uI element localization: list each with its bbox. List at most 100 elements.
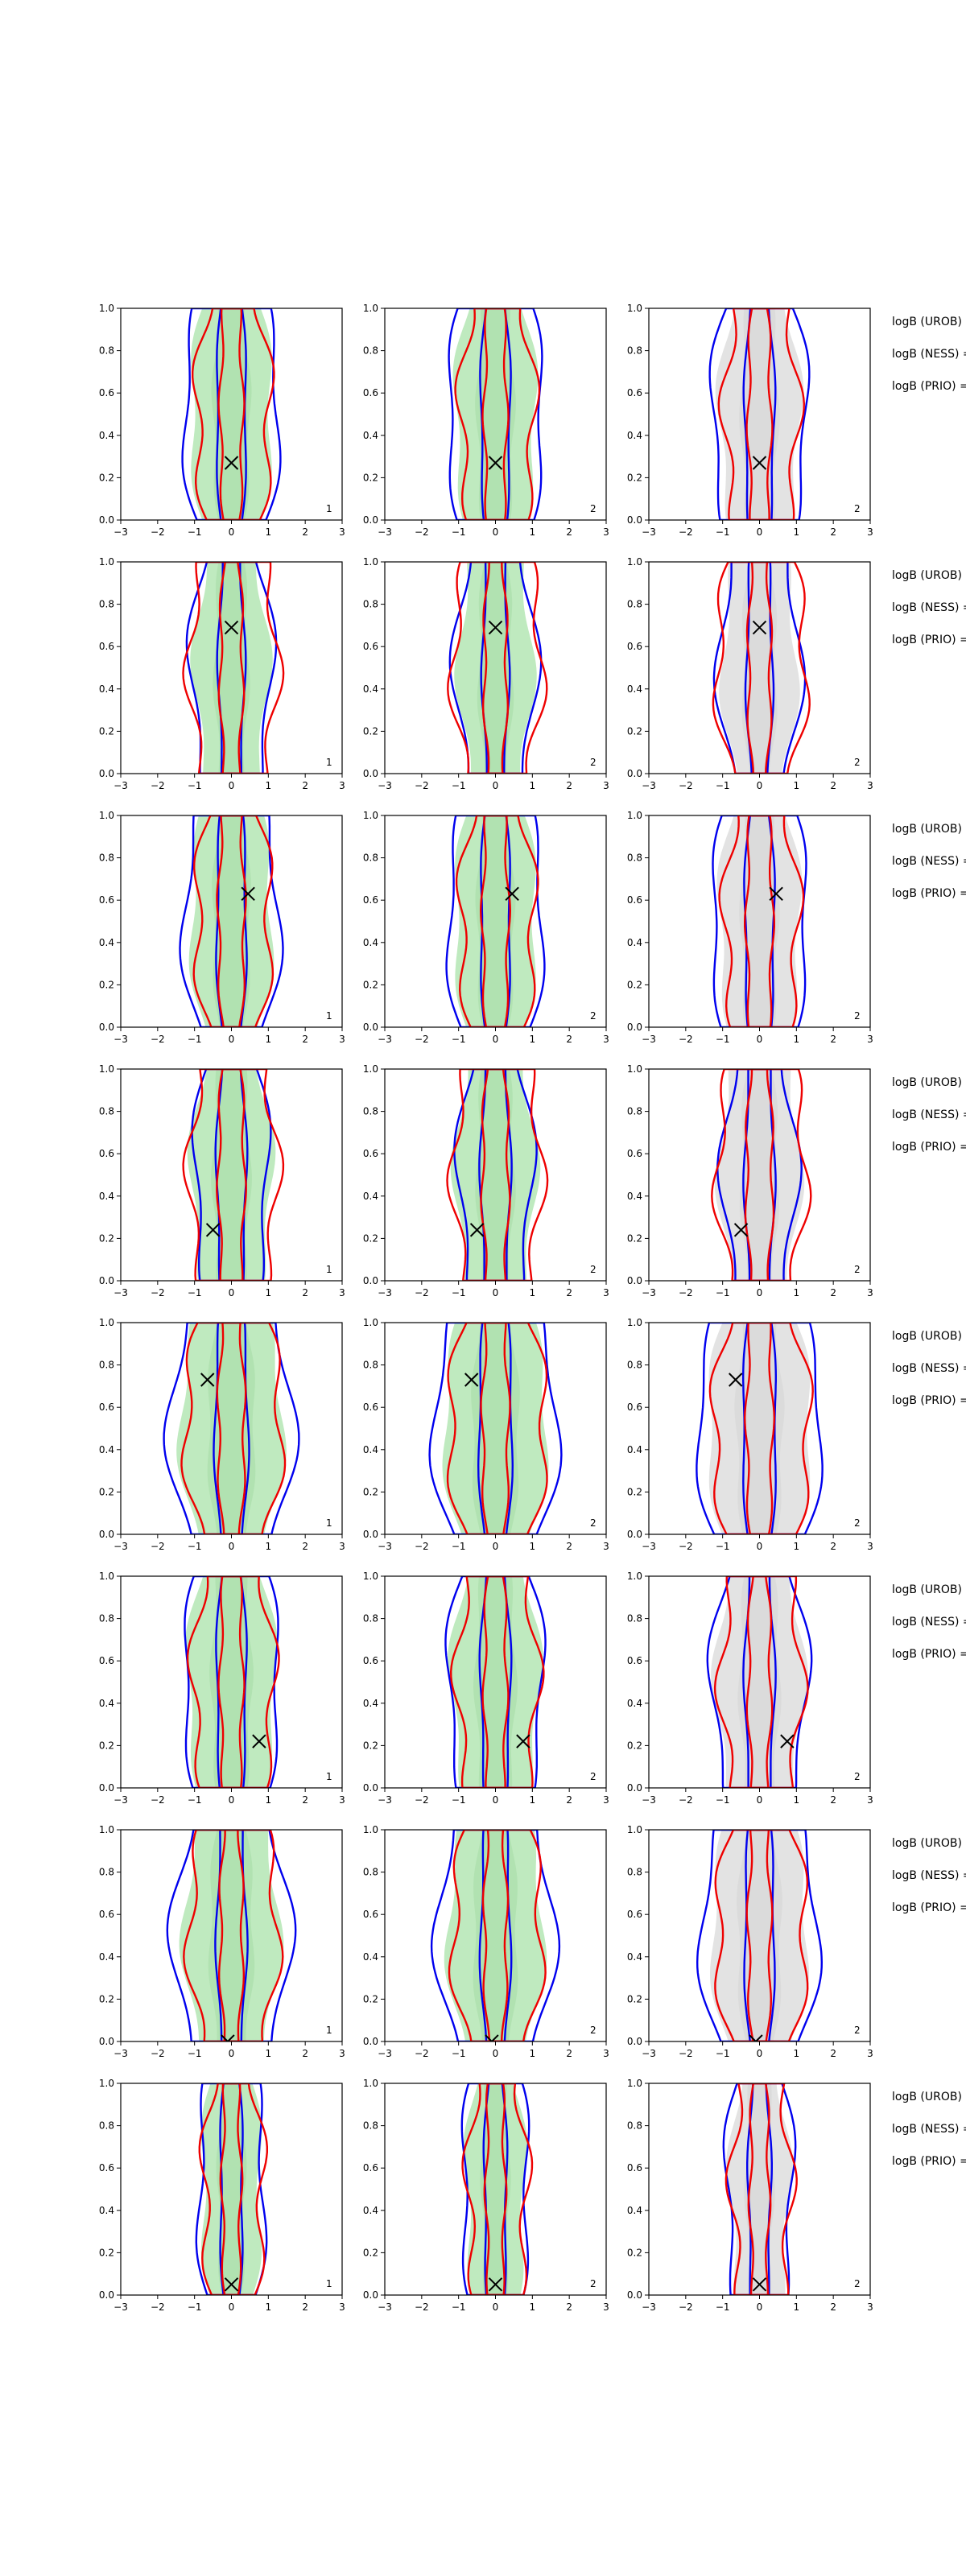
panel-plot-area [166, 1830, 297, 2041]
row-legend-label: logB (NESS) = [892, 1108, 966, 1121]
blue-contour-outer [195, 2083, 268, 2295]
blue-contour-outer [708, 308, 811, 520]
panel-plot-area [195, 2083, 268, 2295]
panel-corner-label: 1 [326, 1010, 332, 1022]
row-legend-label: logB (NESS) = [892, 1869, 966, 1882]
blue-contour-inner [215, 815, 248, 1027]
y-tick-label: 0.6 [99, 894, 114, 906]
y-tick-label: 1.0 [99, 556, 114, 568]
panel-r1-c2: −3 −2 −1 0 1 2 3 0.0 0.2 0.4 0.6 0.8 1.0 2 [363, 303, 609, 538]
row-legend-label: logB (UROB) = [892, 1076, 966, 1089]
blue-contour-outer [444, 1576, 547, 1788]
y-tick-label: 0.4 [363, 937, 378, 948]
row-legend-label: logB (PRIO) = [892, 380, 966, 393]
x-tick-label: −3 [378, 526, 392, 538]
red-contour-inner [219, 2083, 244, 2295]
x-tick-label: −1 [716, 2048, 730, 2059]
x-tick-label: 0 [493, 526, 499, 538]
panel-r5-c2: −3 −2 −1 0 1 2 3 0.0 0.2 0.4 0.6 0.8 1.0 2 [363, 1317, 609, 1552]
panel-plot-area [163, 1323, 300, 1534]
x-tick-label: −3 [642, 1034, 656, 1045]
y-tick-label: 0.0 [627, 768, 642, 779]
x-tick-label: 2 [302, 2301, 308, 2313]
red-contour-inner [481, 1830, 510, 2041]
x-tick-label: −3 [114, 2048, 128, 2059]
red-contour-inner [744, 1069, 775, 1281]
blue-contour-inner [219, 2083, 244, 2295]
x-tick-label: 1 [266, 1541, 272, 1552]
true-value-marker [752, 456, 767, 470]
x-tick-label: −3 [114, 2301, 128, 2313]
y-tick-label: 0.6 [99, 1148, 114, 1159]
x-tick-label: −3 [114, 1034, 128, 1045]
panel-corner-label: 1 [326, 1771, 332, 1782]
red-contour-outer [192, 308, 275, 520]
row-legend-label: logB (UROB) = [892, 2091, 966, 2103]
x-tick-label: −3 [114, 1794, 128, 1806]
panel-plot-area [460, 2083, 534, 2295]
x-tick-label: 3 [867, 1287, 873, 1298]
y-tick-label: 0.2 [627, 1993, 642, 2004]
x-tick-label: 2 [830, 1541, 836, 1552]
x-tick-label: 1 [266, 2301, 272, 2313]
panel-r8-c3: −3 −2 −1 0 1 2 3 0.0 0.2 0.4 0.6 0.8 1.0 2 [627, 2078, 873, 2313]
panel-r4-c1: −3 −2 −1 0 1 2 3 0.0 0.2 0.4 0.6 0.8 1.0 1 [99, 1063, 345, 1298]
true-value-marker [464, 1373, 479, 1387]
x-tick-label: 0 [229, 780, 235, 791]
panel-r3-c3: −3 −2 −1 0 1 2 3 0.0 0.2 0.4 0.6 0.8 1.0 2 [627, 810, 873, 1045]
red-contour-outer [718, 815, 805, 1027]
x-tick-label: −3 [642, 2048, 656, 2059]
y-tick-label: 0.8 [363, 1360, 378, 1371]
x-tick-label: 0 [757, 780, 763, 791]
y-tick-label: 0.4 [363, 1951, 378, 1963]
x-tick-label: −3 [114, 1287, 128, 1298]
x-tick-label: −1 [452, 526, 466, 538]
red-contour-outer [446, 1323, 548, 1534]
red-contour-outer [180, 1323, 287, 1534]
x-tick-label: 3 [339, 2048, 345, 2059]
red-contour-outer [711, 1069, 812, 1281]
y-tick-label: 0.4 [627, 683, 642, 695]
y-tick-label: 0.8 [627, 599, 642, 610]
row-legend-label: logB (NESS) = [892, 2123, 966, 2136]
blue-contour-outer [453, 1069, 538, 1281]
x-tick-label: 2 [566, 1794, 572, 1806]
y-tick-label: 0.2 [99, 1486, 114, 1497]
panel-corner-label: 1 [326, 1517, 332, 1529]
y-tick-label: 0.0 [363, 2036, 378, 2047]
y-tick-label: 0.6 [363, 387, 378, 398]
y-tick-label: 0.2 [363, 472, 378, 483]
y-tick-label: 0.0 [99, 2036, 114, 2047]
y-tick-label: 0.2 [363, 1740, 378, 1751]
x-tick-label: 1 [794, 1541, 800, 1552]
y-tick-label: 0.6 [627, 1402, 642, 1413]
x-tick-label: 1 [530, 2048, 536, 2059]
panel-plot-area [706, 1576, 813, 1788]
x-tick-label: 1 [266, 526, 272, 538]
blue-contour-inner [744, 562, 775, 774]
panel-corner-label: 2 [590, 2278, 597, 2289]
x-tick-label: 0 [757, 1794, 763, 1806]
y-tick-label: 0.8 [363, 1106, 378, 1117]
y-tick-label: 0.6 [363, 1148, 378, 1159]
y-tick-label: 0.2 [363, 2247, 378, 2258]
density-fill-inner [741, 562, 778, 774]
x-tick-label: −2 [679, 1794, 693, 1806]
y-tick-label: 0.2 [627, 725, 642, 737]
row-legend-label: logB (NESS) = [892, 1362, 966, 1375]
true-value-marker [221, 2034, 235, 2041]
y-tick-label: 0.4 [627, 937, 642, 948]
x-tick-label: 1 [794, 2048, 800, 2059]
y-tick-label: 0.2 [99, 2247, 114, 2258]
y-tick-label: 1.0 [627, 1824, 642, 1835]
y-tick-label: 0.0 [627, 2289, 642, 2301]
blue-contour-inner [482, 2083, 509, 2295]
y-tick-label: 0.0 [363, 1275, 378, 1286]
x-tick-label: −2 [679, 1541, 693, 1552]
panel-plot-area [445, 815, 546, 1027]
blue-contour-outer [430, 1830, 561, 2041]
blue-contour-outer [191, 1069, 272, 1281]
density-fill-inner [475, 1069, 516, 1281]
panel-plot-area [182, 1069, 285, 1281]
blue-contour-inner [743, 815, 776, 1027]
